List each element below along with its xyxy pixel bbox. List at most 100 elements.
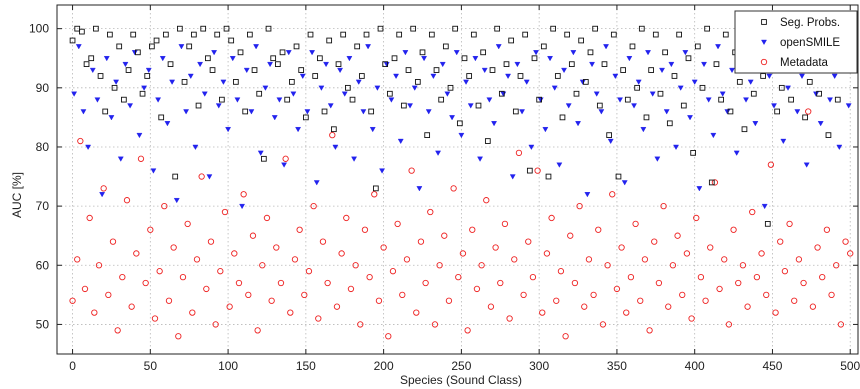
series-metadata	[69, 108, 854, 340]
opensmile-point-3	[85, 144, 92, 150]
seg-probs-point-26	[191, 31, 197, 38]
metadata-point-144	[739, 262, 747, 269]
opensmile-point-112	[593, 91, 600, 97]
seg-probs-point-71	[400, 102, 407, 109]
metadata-point-77	[427, 208, 434, 216]
opensmile-point-130	[677, 85, 684, 91]
seg-probs-point-19	[158, 114, 165, 121]
opensmile-point-127	[663, 109, 670, 115]
opensmile-point-12	[127, 103, 134, 109]
opensmile-point-163	[831, 73, 838, 79]
metadata-point-35	[231, 250, 238, 257]
seg-probs-point-92	[498, 90, 505, 97]
metadata-point-20	[161, 202, 168, 210]
metadata-point-43	[268, 297, 275, 304]
opensmile-point-76	[425, 109, 432, 115]
opensmile-point-134	[696, 186, 703, 192]
opensmile-point-146	[752, 121, 759, 127]
metadata-point-141	[725, 321, 733, 328]
seg-probs-point-43	[270, 55, 277, 62]
metadata-point-52	[310, 202, 317, 210]
opensmile-point-140	[724, 109, 731, 115]
opensmile-point-10	[117, 156, 124, 162]
metadata-point-99	[529, 273, 537, 281]
metadata-point-91	[492, 244, 499, 251]
metadata-point-131	[679, 291, 686, 298]
seg-probs-point-47	[289, 79, 295, 85]
metadata-point-130	[674, 232, 681, 239]
metadata-point-152	[777, 238, 784, 245]
metadata-point-80	[441, 232, 448, 239]
metadata-point-147	[753, 273, 761, 281]
opensmile-point-103	[551, 85, 558, 91]
opensmile-point-15	[141, 85, 148, 91]
metadata-point-56	[329, 131, 336, 139]
opensmile-point-14	[136, 132, 143, 139]
opensmile-point-124	[649, 91, 656, 97]
seg-probs-point-149	[764, 221, 771, 227]
seg-probs-point-12	[125, 67, 132, 73]
seg-probs-point-98	[526, 167, 533, 174]
metadata-point-166	[842, 238, 849, 245]
seg-probs-point-7	[102, 108, 109, 115]
opensmile-point-150	[771, 103, 777, 109]
seg-probs-point-18	[153, 37, 160, 44]
opensmile-point-61	[355, 79, 362, 85]
metadata-point-76	[422, 279, 429, 287]
opensmile-point-6	[99, 192, 106, 198]
seg-probs-point-115	[606, 132, 612, 138]
opensmile-point-89	[486, 97, 493, 103]
opensmile-point-18	[155, 97, 162, 103]
metadata-point-103	[548, 214, 555, 222]
opensmile-point-106	[565, 103, 572, 109]
seg-probs-point-53	[317, 55, 323, 62]
seg-probs-point-143	[736, 79, 743, 85]
opensmile-point-34	[229, 56, 236, 62]
opensmile-point-64	[369, 127, 376, 133]
metadata-point-19	[156, 268, 163, 275]
seg-probs-point-54	[321, 108, 328, 115]
opensmile-point-116	[612, 73, 619, 79]
opensmile-point-28	[201, 91, 208, 97]
metadata-point-85	[464, 327, 471, 334]
opensmile-point-93	[505, 73, 511, 79]
legend-metadata-symbol	[760, 58, 768, 66]
seg-probs-point-112	[592, 25, 598, 32]
opensmile-point-110	[584, 192, 591, 198]
seg-probs-point-138	[713, 61, 720, 68]
metadata-point-44	[273, 244, 280, 251]
seg-probs-point-158	[806, 79, 813, 85]
opensmile-point-29	[206, 174, 213, 180]
legend-marker-metadata	[760, 58, 768, 66]
legend-label-opensmile: openSMILE	[780, 37, 840, 49]
seg-probs-point-67	[382, 61, 389, 68]
metadata-point-18	[151, 315, 159, 322]
opensmile-point-30	[211, 50, 218, 56]
opensmile-point-119	[626, 56, 633, 62]
opensmile-point-26	[192, 144, 199, 150]
metadata-point-112	[590, 291, 597, 298]
seg-probs-point-11	[121, 96, 127, 103]
opensmile-point-54	[323, 61, 330, 68]
seg-probs-point-49	[298, 67, 305, 73]
metadata-point-95	[511, 256, 518, 263]
seg-probs-point-23	[177, 25, 183, 32]
seg-probs-point-20	[163, 31, 169, 38]
metadata-point-87	[473, 285, 481, 293]
metadata-point-66	[375, 297, 383, 304]
metadata-point-83	[455, 273, 462, 281]
seg-probs-point-139	[718, 96, 724, 103]
metadata-point-167	[847, 250, 854, 257]
metadata-point-0	[69, 297, 76, 304]
opensmile-point-139	[719, 91, 726, 97]
seg-probs-point-5	[93, 25, 99, 32]
metadata-point-101	[539, 309, 546, 316]
metadata-point-11	[119, 273, 126, 281]
metadata-point-154	[786, 220, 793, 228]
metadata-point-121	[632, 220, 639, 228]
seg-probs-point-82	[452, 25, 459, 32]
data-points	[69, 25, 854, 340]
opensmile-point-160	[817, 121, 824, 127]
seg-probs-point-93	[503, 61, 510, 68]
metadata-point-133	[688, 315, 695, 322]
